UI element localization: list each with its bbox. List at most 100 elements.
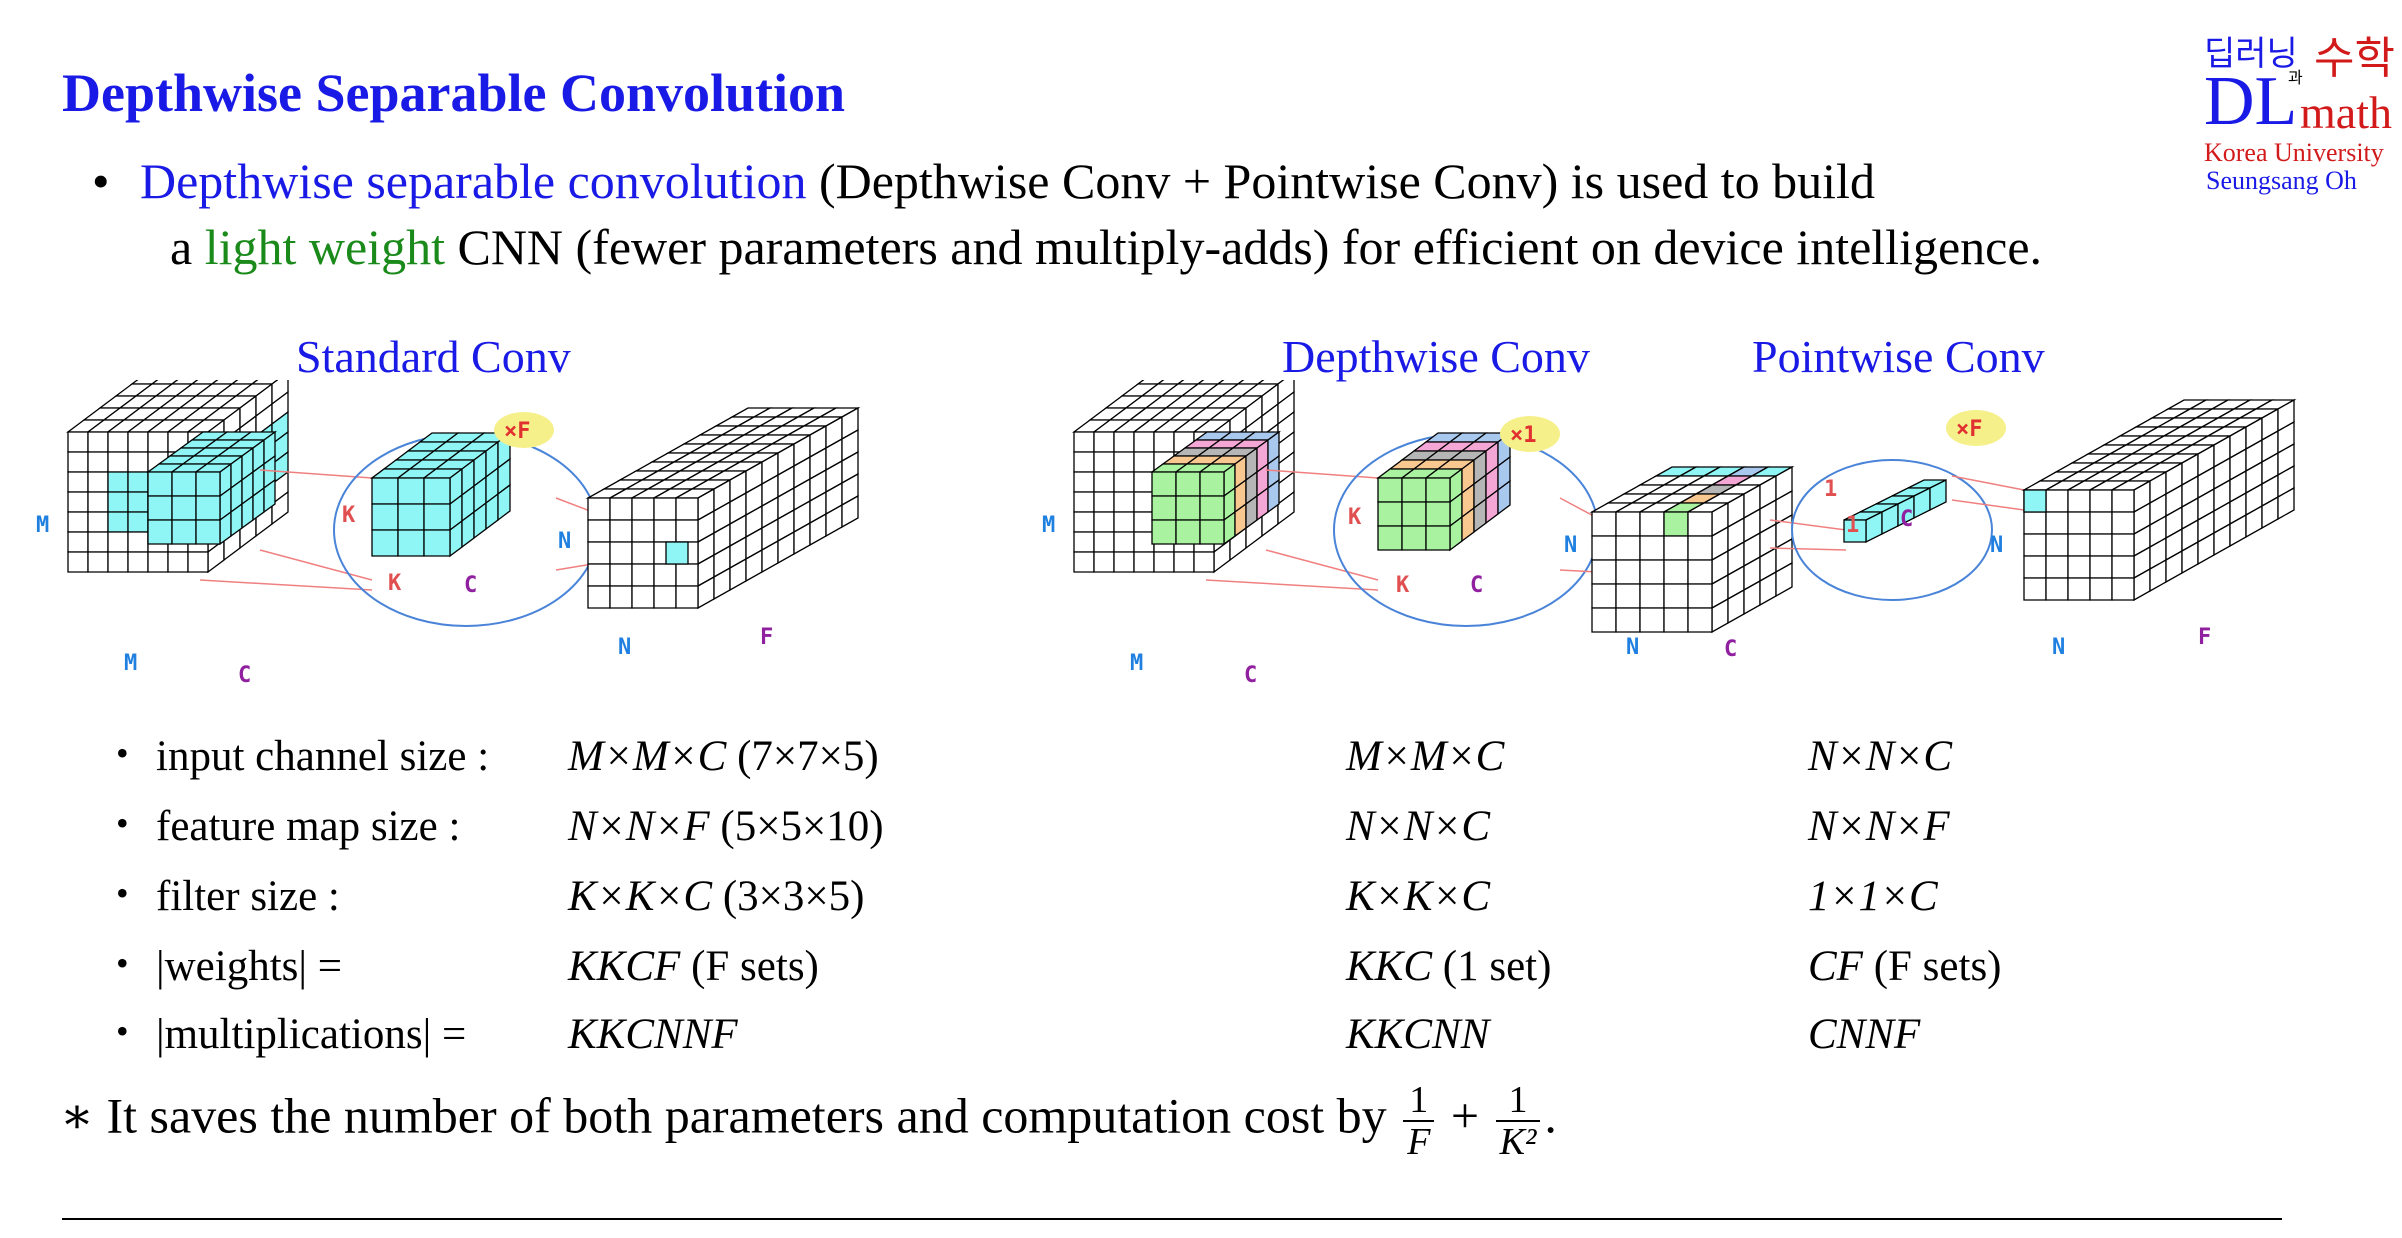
intro-line-2: a light weight CNN (fewer parameters and… — [170, 214, 2042, 280]
grid-cell — [67, 471, 89, 493]
grid-cell — [1497, 479, 1511, 516]
label-c: C — [1470, 573, 1483, 598]
grid-cell — [1073, 551, 1095, 573]
grid-cell — [195, 519, 221, 545]
page-title: Depthwise Separable Convolution — [62, 63, 846, 123]
grid-cell — [147, 551, 169, 573]
grid-cell — [1073, 471, 1095, 493]
grid-cell — [1113, 471, 1135, 493]
grid-cell — [1093, 491, 1115, 513]
grid-cell — [1615, 535, 1641, 561]
grid-cell — [87, 491, 109, 513]
footer-text: It saves the number of both parameters a… — [93, 1087, 1400, 1144]
grid-cell — [1133, 471, 1155, 493]
grid-cell — [67, 431, 89, 453]
grid-cell — [1073, 451, 1095, 473]
label-c: C — [1244, 663, 1257, 688]
grid-cell — [1775, 561, 1793, 598]
label-k: K — [1396, 573, 1410, 598]
grid-cell — [609, 497, 633, 521]
fraction-2-denominator: K² — [1499, 1121, 1537, 1163]
grid-cell — [107, 471, 129, 493]
grid-cell — [107, 451, 129, 473]
grid-cell — [1639, 535, 1665, 561]
logo-korean-mid: 과 — [2288, 68, 2303, 87]
grid-cell — [1687, 559, 1713, 585]
label-one: 1 — [1824, 477, 1837, 502]
grid-cell — [1151, 471, 1177, 497]
grid-cell — [187, 551, 209, 573]
grid-cell — [1073, 431, 1095, 453]
grid-cell — [1093, 531, 1115, 553]
grid-cell — [2045, 511, 2069, 535]
intro-line-1: Depthwise separable convolution (Depthwi… — [140, 148, 1875, 214]
row-bullet: • — [116, 1011, 129, 1051]
grid-cell — [675, 585, 699, 609]
label-c: C — [1724, 637, 1737, 662]
row-bullet: • — [116, 733, 129, 773]
badge-times-f — [494, 412, 554, 448]
grid-cell — [2067, 555, 2091, 579]
label-c: C — [1900, 507, 1913, 532]
grid-cell — [1133, 531, 1155, 553]
grid-cell — [87, 551, 109, 573]
grid-cell — [1073, 531, 1095, 553]
label-n: N — [2052, 635, 2065, 660]
grid-cell — [67, 491, 89, 513]
connector-line — [1265, 469, 1379, 479]
grid-cell — [1615, 559, 1641, 585]
grid-cell — [171, 519, 197, 545]
grid-cell — [1401, 501, 1427, 527]
grid-cell — [1113, 511, 1135, 533]
logo-math: math — [2300, 87, 2392, 138]
standard-value: KKCF (F sets) — [568, 943, 819, 990]
grid-cell — [127, 471, 149, 493]
grid-cell — [1193, 551, 1215, 573]
grid-cell — [1425, 477, 1451, 503]
fraction-2-numerator: 1 — [1495, 1080, 1541, 1122]
row-bullet: • — [116, 803, 129, 843]
grid-cell — [2067, 511, 2091, 535]
grid-cell — [87, 471, 109, 493]
grid-cell — [2067, 533, 2091, 557]
grid-cell — [1425, 501, 1451, 527]
grid-cell — [147, 471, 173, 497]
grid-cell — [1133, 451, 1155, 473]
grid-cell — [107, 531, 129, 553]
grid-cell — [127, 451, 149, 473]
label-n: N — [1626, 635, 1639, 660]
connector-line — [199, 579, 373, 591]
grid-cell — [631, 541, 655, 565]
grid-cell — [587, 585, 611, 609]
grid-cell — [653, 497, 677, 521]
logo-author: Seungsang Oh — [2206, 166, 2357, 195]
grid-cell — [1093, 471, 1115, 493]
grid-cell — [2023, 555, 2047, 579]
connector-line — [1951, 499, 2025, 511]
convolution-diagram: ×F K K C M M C N N F ×1 K K C M M C N N C ×F 11 C N N F — [36, 380, 2297, 688]
row-label: filter size : — [156, 873, 340, 920]
grid-cell — [1615, 511, 1641, 537]
label-m: M — [1130, 651, 1143, 676]
grid-cell — [1639, 559, 1665, 585]
term-depthwise-separable: Depthwise separable convolution — [140, 153, 807, 209]
grid-cell — [2067, 577, 2091, 601]
grid-cell — [1113, 451, 1135, 473]
grid-cell — [2067, 489, 2091, 513]
grid-cell — [1377, 525, 1403, 551]
bullet-dot: • — [92, 153, 110, 209]
grid-cell — [631, 585, 655, 609]
grid-cell — [1151, 495, 1177, 521]
footer-star: ∗ — [60, 1087, 94, 1144]
grid-cell — [1175, 471, 1201, 497]
grid-cell — [2045, 555, 2069, 579]
output-highlight-cell — [2023, 489, 2047, 513]
grid-cell — [1093, 551, 1115, 573]
logo-korean-right: 수학 — [2314, 33, 2395, 84]
badge-times-1-label: ×1 — [1510, 423, 1537, 448]
grid-cell — [371, 529, 399, 557]
grid-cell — [2111, 577, 2135, 601]
row-label: |multiplications| = — [156, 1011, 467, 1058]
connector-line — [1205, 579, 1379, 591]
grid-cell — [2023, 511, 2047, 535]
